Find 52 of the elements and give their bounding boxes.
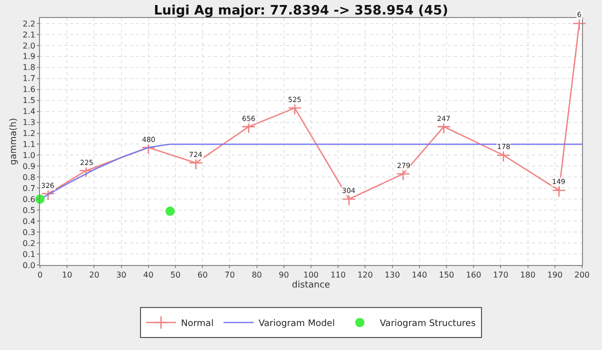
y-tick-label: 1.7 bbox=[22, 74, 36, 84]
x-tick-label: 0 bbox=[37, 270, 43, 280]
x-tick-label: 30 bbox=[116, 270, 126, 280]
x-tick-label: 170 bbox=[493, 270, 508, 280]
y-tick-label: 0.9 bbox=[22, 162, 36, 171]
y-tick-label: 1.1 bbox=[22, 140, 36, 150]
x-tick-label: 70 bbox=[224, 270, 235, 280]
x-tick-label: 160 bbox=[466, 270, 482, 280]
legend-label: Variogram Model bbox=[258, 319, 335, 329]
x-tick-label: 80 bbox=[252, 270, 262, 280]
x-tick-label: 60 bbox=[198, 270, 208, 280]
y-tick-label: 1.4 bbox=[22, 107, 36, 116]
point bbox=[165, 206, 175, 216]
y-tick-label: 2.2 bbox=[22, 19, 36, 28]
chart-title: Luigi Ag major: 77.8394 -> 358.954 (45) bbox=[154, 3, 448, 18]
x-tick-label: 50 bbox=[170, 270, 181, 280]
legend-label: Normal bbox=[181, 319, 214, 329]
y-tick-label: 1.3 bbox=[22, 118, 36, 128]
point bbox=[572, 16, 586, 30]
y-tick-label: 1.0 bbox=[22, 151, 36, 160]
y-tick-label: 0.1 bbox=[22, 250, 36, 259]
y-tick-label: 0.0 bbox=[22, 260, 36, 270]
x-tick-label: 110 bbox=[330, 270, 346, 280]
x-tick-label: 100 bbox=[303, 270, 319, 280]
x-tick-label: 120 bbox=[358, 270, 373, 280]
y-tick-label: 1.6 bbox=[22, 85, 36, 94]
y-tick-label: 0.8 bbox=[22, 172, 36, 182]
y-axis-title: gamma(h) bbox=[9, 118, 20, 166]
y-tick-label: 0.4 bbox=[22, 216, 36, 226]
x-tick-label: 200 bbox=[574, 270, 590, 280]
y-tick-label: 1.2 bbox=[22, 129, 36, 138]
x-tick-label: 10 bbox=[62, 270, 72, 280]
y-tick-label: 1.5 bbox=[22, 96, 36, 106]
y-tick-label: 1.9 bbox=[22, 52, 36, 62]
legend-label: Variogram Structures bbox=[380, 319, 476, 329]
y-tick-label: 2.1 bbox=[22, 30, 36, 40]
y-tick-label: 0.6 bbox=[22, 194, 36, 204]
y-tick-label: 0.2 bbox=[22, 238, 36, 248]
x-axis-title: distance bbox=[292, 280, 331, 290]
x-tick-label: 150 bbox=[438, 270, 454, 280]
x-tick-label: 40 bbox=[143, 270, 154, 280]
x-tick-label: 130 bbox=[384, 270, 400, 280]
x-tick-label: 190 bbox=[547, 270, 563, 280]
y-tick-label: 2.0 bbox=[22, 41, 36, 50]
x-tick-label: 90 bbox=[278, 270, 289, 280]
y-tick-label: 0.7 bbox=[22, 184, 36, 193]
y-tick-label: 1.8 bbox=[22, 63, 36, 72]
x-tick-label: 180 bbox=[520, 270, 536, 280]
y-tick-label: 0.3 bbox=[22, 228, 36, 237]
y-tick-label: 0.5 bbox=[22, 206, 36, 215]
x-tick-label: 20 bbox=[89, 270, 100, 280]
x-tick-label: 140 bbox=[412, 270, 428, 280]
